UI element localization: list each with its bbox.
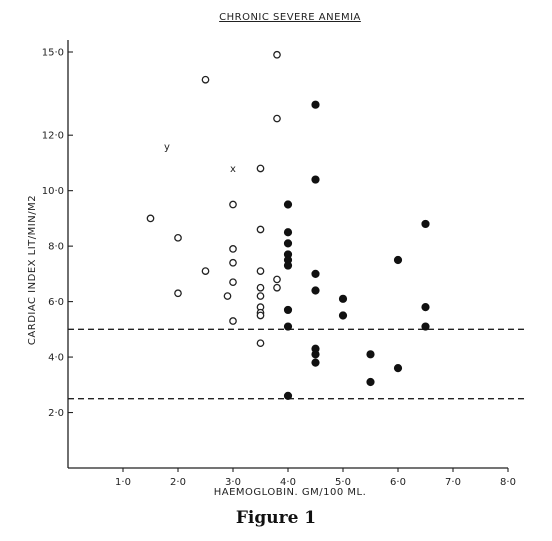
y-marker-point: y: [164, 142, 170, 153]
open-circle-point: [256, 267, 265, 275]
filled-circle-point: [311, 358, 320, 367]
x-marker-point: x: [230, 164, 236, 175]
open-circle-point: [256, 225, 265, 234]
x-tick-label: 5·0: [335, 477, 351, 488]
y-tick-label: 6·0: [48, 297, 64, 308]
filled-circle-point: [283, 239, 293, 248]
filled-circle-point: [421, 303, 430, 312]
x-axis-title: HAEMOGLOBIN. GM/100 ML.: [214, 487, 367, 498]
filled-circle-point: [283, 261, 293, 270]
filled-circle-point: [338, 294, 348, 303]
open-circle-point: [174, 289, 182, 298]
x-tick-label: 2·0: [170, 477, 186, 488]
open-circle-point: [273, 275, 281, 284]
x-tick-label: 8·0: [500, 477, 516, 488]
x-tick-label: 4·0: [280, 477, 296, 488]
filled-circle-point: [283, 228, 293, 237]
y-tick-label: 15·0: [42, 48, 64, 59]
open-circle-point: [256, 311, 265, 320]
open-circle-point: [273, 283, 281, 292]
filled-circle-point: [311, 100, 320, 109]
filled-circle-point: [366, 350, 375, 359]
filled-circle-point: [311, 350, 320, 359]
x-axis-ticks: 1·0 2·0 3·0 4·0 5·0 6·0 7·0 8·0: [115, 468, 516, 488]
open-circle-point: [174, 233, 182, 242]
filled-circle-point: [421, 219, 430, 229]
open-circle-point: [256, 164, 265, 173]
filled-circle-point: [393, 364, 403, 373]
y-tick-label: 4·0: [48, 353, 64, 364]
open-circle-point: [223, 292, 232, 300]
open-circle-point: [256, 339, 265, 348]
x-tick-label: 3·0: [225, 477, 241, 488]
data-points: yx: [146, 50, 430, 400]
open-circle-point: [273, 114, 281, 123]
open-circle-point: [146, 214, 155, 223]
filled-circle-point: [311, 286, 320, 295]
open-circle-point: [229, 200, 237, 209]
chart-title: CHRONIC SEVERE ANEMIA: [219, 12, 361, 23]
open-circle-point: [256, 292, 265, 300]
y-tick-label: 12·0: [42, 131, 64, 142]
filled-circle-point: [311, 175, 320, 184]
filled-circle-point: [283, 391, 293, 400]
x-tick-label: 1·0: [115, 477, 131, 488]
filled-circle-point: [283, 322, 293, 331]
y-axis-title: CARDIAC INDEX LIT/MIN/M2: [27, 195, 38, 345]
open-circle-point: [201, 75, 210, 84]
filled-circle-point: [393, 255, 403, 265]
open-circle-point: [229, 245, 237, 253]
x-tick-label: 7·0: [445, 477, 461, 488]
open-circle-point: [256, 283, 265, 292]
open-circle-point: [201, 267, 210, 275]
y-tick-label: 8·0: [48, 242, 64, 253]
reference-lines: [68, 328, 528, 400]
open-circle-point: [229, 317, 237, 325]
scatter-chart: CHRONIC SEVERE ANEMIA 2·0 4·0 6·0 8·0 10·0 12…: [27, 12, 528, 498]
filled-circle-point: [366, 377, 375, 387]
filled-circle-point: [421, 322, 430, 331]
filled-circle-point: [338, 311, 348, 320]
x-tick-label: 6·0: [390, 477, 406, 488]
filled-circle-point: [311, 269, 320, 278]
figure-caption: Figure 1: [235, 508, 317, 528]
open-circle-point: [229, 278, 237, 287]
filled-circle-point: [283, 305, 293, 315]
y-axis-ticks: 2·0 4·0 6·0 8·0 10·0 12·0 15·0: [42, 48, 73, 419]
y-tick-label: 2·0: [48, 408, 64, 419]
open-circle-point: [229, 258, 237, 267]
filled-circle-point: [283, 200, 293, 209]
open-circle-point: [273, 50, 281, 59]
y-tick-label: 10·0: [42, 186, 64, 197]
